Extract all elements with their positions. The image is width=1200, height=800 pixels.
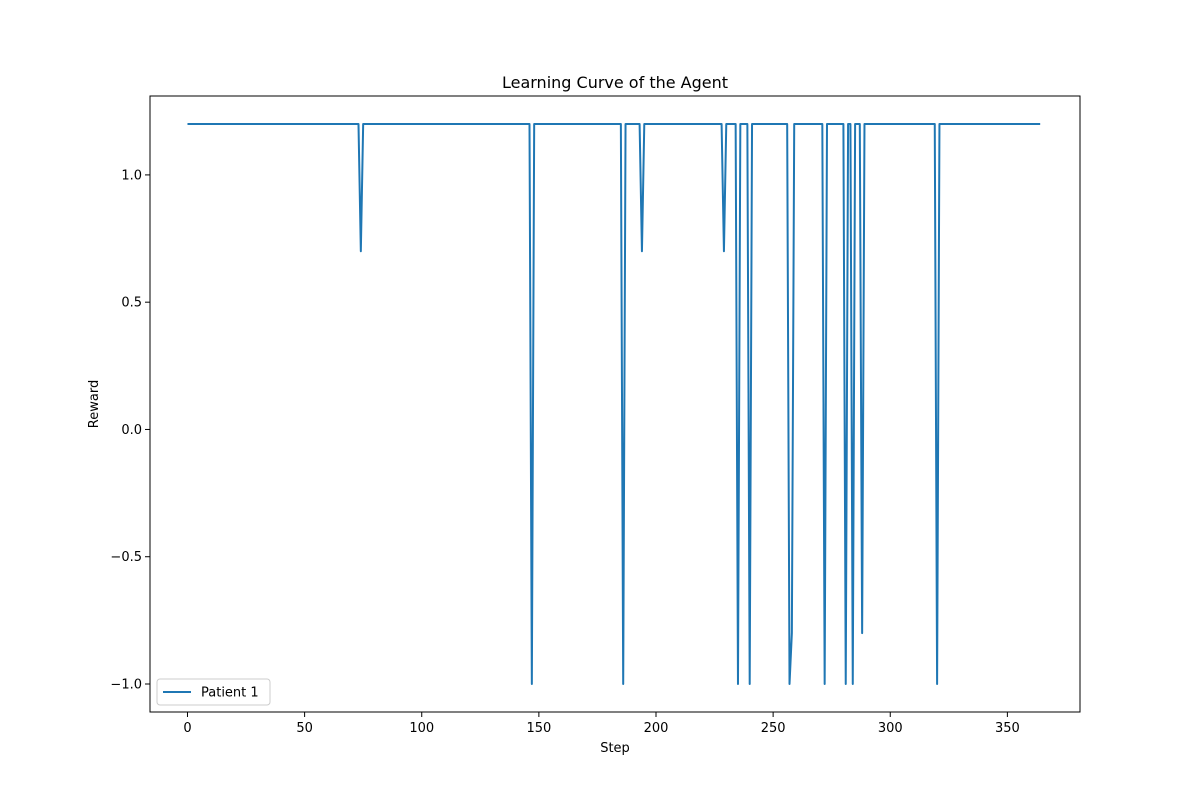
plot-frame <box>149 95 1081 713</box>
x-tick-label: 200 <box>644 721 669 736</box>
y-axis: −1.0 −0.5 0.0 0.5 1.0 <box>110 168 150 693</box>
legend-label-patient-1: Patient 1 <box>201 686 259 701</box>
x-tick-label: 100 <box>409 721 434 736</box>
legend: Patient 1 <box>156 678 271 706</box>
chart-title: Learning Curve of the Agent <box>502 73 728 92</box>
x-tick-label: 0 <box>183 721 191 736</box>
y-axis-label: Reward <box>87 380 102 428</box>
plot-area <box>149 95 1081 713</box>
y-tick-label: 1.0 <box>121 168 142 183</box>
y-tick-label: −0.5 <box>110 550 142 565</box>
x-tick-label: 50 <box>296 721 313 736</box>
x-tick-label: 300 <box>878 721 903 736</box>
x-axis-label: Step <box>600 741 630 756</box>
x-tick-label: 350 <box>995 721 1020 736</box>
series-line-patient-1 <box>187 123 1041 685</box>
x-tick-label: 250 <box>761 721 786 736</box>
x-tick-label: 150 <box>526 721 551 736</box>
y-tick-label: 0.5 <box>121 296 142 311</box>
x-axis: 0 50 100 150 200 250 300 350 <box>183 712 1020 736</box>
legend-box <box>156 678 271 706</box>
y-tick-label: 0.0 <box>121 423 142 438</box>
y-tick-label: −1.0 <box>110 678 142 693</box>
